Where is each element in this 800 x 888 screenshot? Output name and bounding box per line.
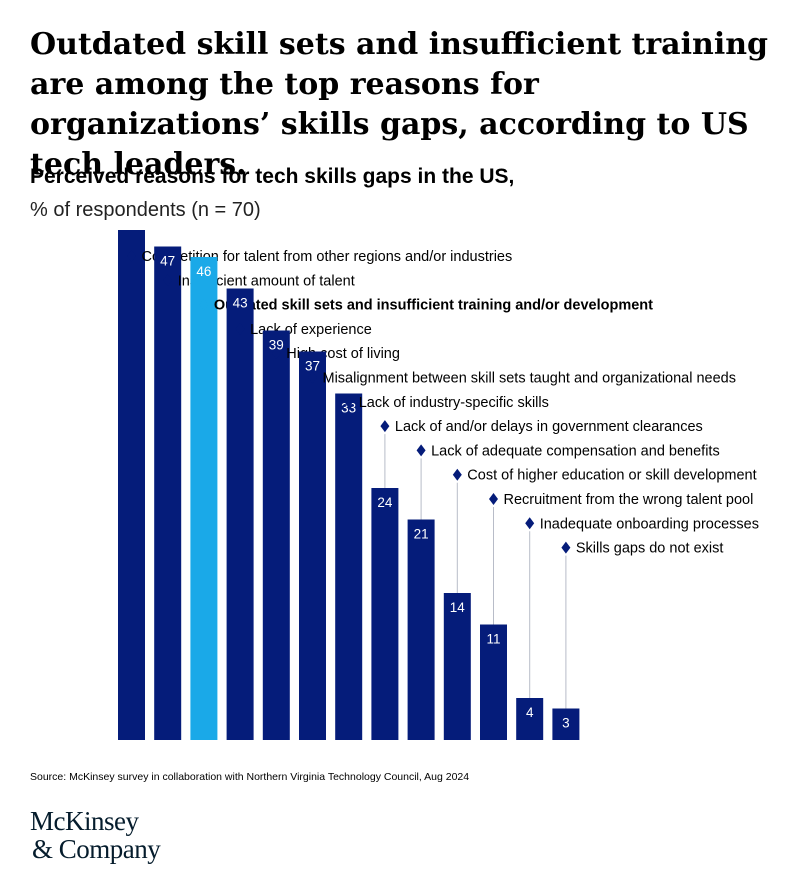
logo-line-2: & Company [32,834,161,864]
diamond-marker [235,322,245,335]
value-label: 47 [160,254,175,269]
diamond-marker [452,468,462,481]
bar [407,519,435,740]
category-label: Lack of adequate compensation and benefi… [431,443,720,459]
bar [226,288,254,740]
value-label: 46 [196,264,211,279]
value-label: 33 [341,401,356,416]
logo-line-1: McKinsey [30,806,139,836]
bar [335,393,363,740]
diamond-marker [163,274,173,287]
diamond-marker [416,444,426,457]
bar [262,330,290,740]
bar [371,488,399,740]
bar [443,593,471,740]
category-label: Lack of industry-specific skills [359,395,549,411]
value-label: 3 [562,716,570,731]
bar [118,230,145,740]
category-label: Competition for talent from other region… [142,249,513,265]
value-label: 21 [414,527,429,542]
diamond-marker [271,347,281,360]
bar-chart: 51Competition for talent from other regi… [118,230,759,740]
diamond-marker [127,250,136,262]
value-label: 39 [269,338,284,353]
value-label: 24 [377,495,393,510]
chart-subtitle: Perceived reasons for tech skills gaps i… [30,165,515,188]
chart-units: % of respondents (n = 70) [30,199,261,221]
category-label: Outdated skill sets and insufficient tra… [214,298,653,314]
diamond-marker [525,517,535,530]
diamond-marker [489,493,498,505]
category-label: Lack of and/or delays in government clea… [395,419,703,435]
category-label: Recruitment from the wrong talent pool [504,492,754,508]
headline: Outdated skill sets and insufficient tra… [30,27,769,182]
category-label: Inadequate onboarding processes [540,516,759,532]
diamond-marker [380,420,390,433]
category-label: Misalignment between skill sets taught a… [323,371,737,387]
diamond-marker [308,371,317,384]
value-label: 11 [486,632,500,647]
category-label: Cost of higher education or skill develo… [467,468,756,484]
bar [299,351,326,740]
bar [480,624,507,740]
source-note: Source: McKinsey survey in collaboration… [30,771,470,783]
value-label: 37 [305,359,320,374]
bar [190,257,218,740]
bar [516,698,544,740]
bar [552,708,580,740]
bar [154,246,182,740]
diamond-marker [344,395,354,408]
value-label: 43 [233,296,248,311]
diamond-marker [199,298,209,311]
mckinsey-logo: McKinsey & Company [30,806,161,864]
category-label: Skills gaps do not exist [576,541,724,557]
category-label: Insufficient amount of talent [178,273,355,289]
diamond-marker [561,541,571,554]
value-label: 14 [450,600,466,615]
value-label: 4 [526,705,534,720]
